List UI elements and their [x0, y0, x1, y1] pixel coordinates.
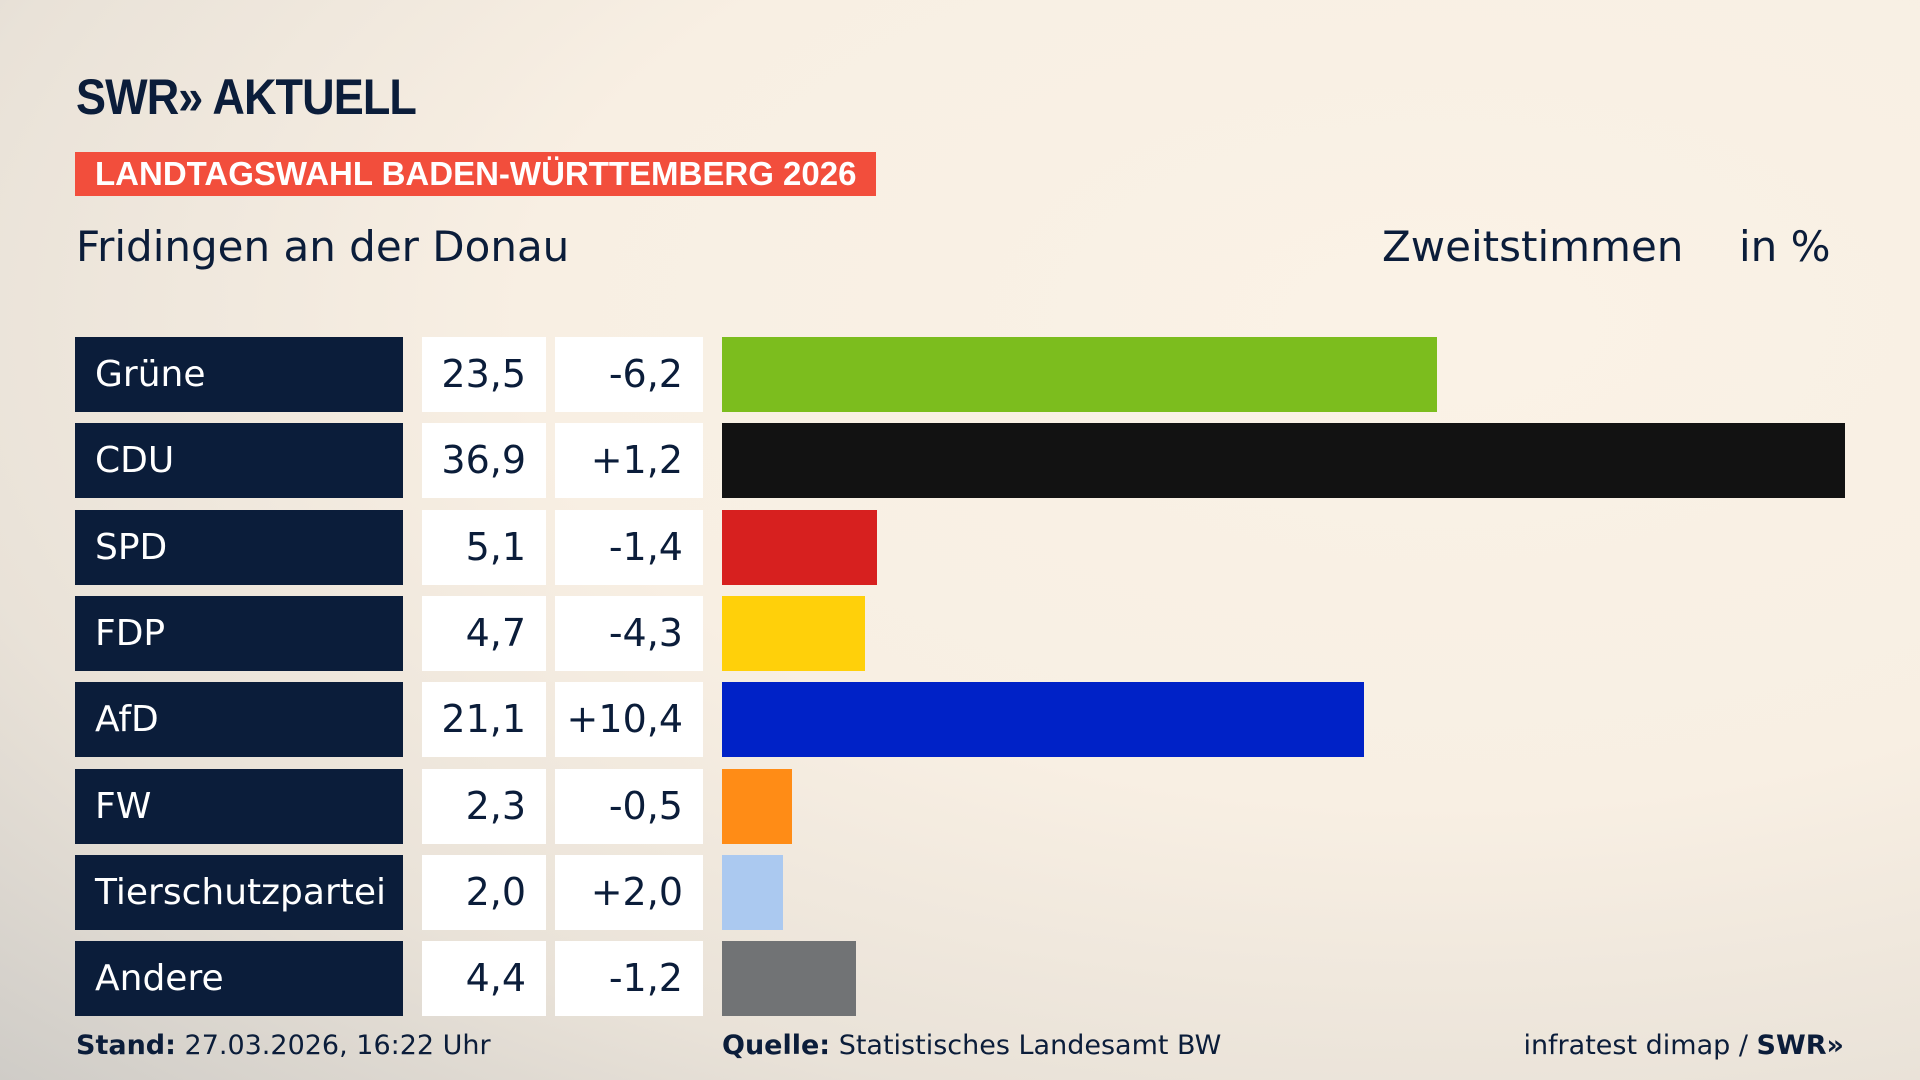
credit-text: infratest dimap / [1523, 1030, 1757, 1061]
bar [722, 595, 866, 671]
party-label: Andere [75, 941, 403, 1017]
source: Quelle: Statistisches Landesamt BW [722, 1030, 1221, 1061]
diff-label: -0,5 [555, 768, 703, 844]
diff-label: +2,0 [555, 854, 703, 930]
party-label: FW [75, 768, 403, 844]
value-label: 36,9 [422, 423, 546, 499]
value-label: 4,7 [422, 595, 546, 671]
diff-label: -6,2 [555, 337, 703, 412]
diff-label: -4,3 [555, 595, 703, 671]
bar [722, 682, 1365, 758]
source-label: Quelle: [722, 1030, 831, 1061]
value-label: 4,4 [422, 941, 546, 1017]
election-banner: LANDTAGSWAHL BADEN-WÜRTTEMBERG 2026 [75, 152, 877, 196]
swr-aktuell-logo: SWR» AKTUELL [76, 69, 417, 125]
bar [722, 423, 1845, 499]
bar [722, 509, 878, 585]
party-label: Tierschutzpartei [75, 854, 403, 930]
value-label: 21,1 [422, 682, 546, 758]
value-label: 23,5 [422, 337, 546, 412]
bar [722, 854, 783, 930]
credit: infratest dimap / SWR» [1523, 1030, 1844, 1061]
bar [722, 768, 792, 844]
vote-type: Zweitstimmen [1382, 222, 1684, 271]
party-label: SPD [75, 509, 403, 585]
source-value: Statistisches Landesamt BW [838, 1030, 1222, 1061]
value-label: 2,3 [422, 768, 546, 844]
bar [722, 941, 856, 1017]
stand-value: 27.03.2026, 16:22 Uhr [184, 1030, 491, 1061]
swr-logo: SWR» [1756, 1030, 1844, 1061]
diff-label: +10,4 [555, 682, 703, 758]
diff-label: -1,4 [555, 509, 703, 585]
stand-label: Stand: [76, 1030, 176, 1061]
unit-label: in % [1739, 222, 1831, 271]
diff-label: +1,2 [555, 423, 703, 499]
page-title: Fridingen an der Donau [76, 222, 570, 271]
party-label: Grüne [75, 337, 403, 412]
party-label: CDU [75, 423, 403, 499]
value-label: 2,0 [422, 854, 546, 930]
party-label: FDP [75, 595, 403, 671]
value-label: 5,1 [422, 509, 546, 585]
party-label: AfD [75, 682, 403, 758]
diff-label: -1,2 [555, 941, 703, 1017]
timestamp: Stand: 27.03.2026, 16:22 Uhr [76, 1030, 491, 1061]
bar [722, 337, 1438, 412]
